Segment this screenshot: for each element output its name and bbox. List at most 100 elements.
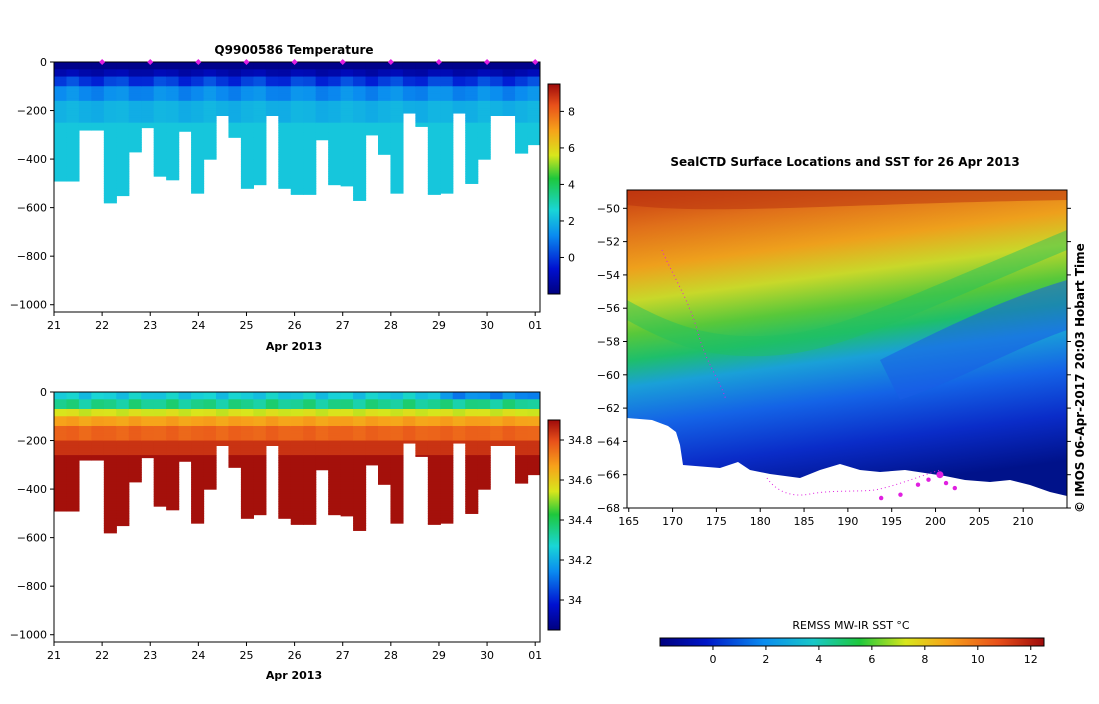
profile-cell (78, 425, 92, 430)
profile-cell (415, 103, 429, 107)
profile-cell (78, 120, 92, 124)
profile-cell (290, 435, 304, 439)
profile-cell (278, 178, 292, 182)
profile-cell (477, 421, 491, 425)
profile-cell (103, 146, 117, 150)
profile-cell (415, 416, 429, 420)
profile-cell (66, 163, 80, 167)
profile-cell (153, 98, 167, 102)
profile-cell (253, 112, 267, 116)
profile-cell (452, 433, 466, 437)
profile-cell (402, 404, 416, 408)
profile-cell (502, 408, 516, 413)
profile-cell (303, 110, 317, 114)
profile-cell (340, 394, 354, 398)
profile-cell (153, 120, 167, 124)
profile-cell (253, 392, 267, 396)
profile-cell (440, 83, 454, 87)
profile-cell (427, 115, 441, 119)
profile-cell (378, 411, 392, 415)
profile-cell (465, 445, 479, 449)
profile-cell (253, 156, 267, 160)
profile-cell (427, 193, 441, 195)
profile-cell (141, 440, 155, 444)
profile-cell (191, 71, 205, 75)
profile-cell (465, 112, 479, 116)
profile-cell (440, 457, 454, 461)
profile-cell (490, 86, 504, 90)
profile-cell (91, 418, 105, 422)
profile-cell (402, 435, 416, 439)
profile-cell (527, 459, 540, 463)
time-tick-label: 25 (239, 319, 253, 332)
profile-cell (228, 112, 242, 116)
profile-cell (340, 469, 354, 473)
profile-cell (141, 442, 155, 446)
profile-column (265, 62, 279, 116)
profile-cell (402, 399, 416, 403)
profile-cell (178, 117, 192, 121)
profile-cell (153, 503, 167, 507)
profile-cell (78, 125, 92, 129)
profile-cell (103, 430, 117, 434)
profile-cell (353, 394, 367, 398)
profile-cell (278, 142, 292, 146)
time-tick-label: 26 (288, 649, 302, 662)
profile-cell (290, 168, 304, 172)
profile-cell (265, 421, 279, 425)
profile-cell (502, 433, 516, 437)
profile-cell (340, 503, 354, 507)
profile-cell (116, 110, 130, 114)
profile-cell (452, 423, 466, 427)
profile-cell (66, 129, 80, 133)
profile-cell (290, 467, 304, 471)
profile-cell (78, 117, 92, 121)
profile-cell (427, 404, 441, 408)
profile-cell (191, 120, 205, 124)
profile-cell (340, 406, 354, 410)
profile-cell (54, 142, 68, 146)
profile-cell (353, 491, 367, 495)
profile-cell (290, 74, 304, 78)
profile-cell (465, 86, 479, 90)
profile-cell (290, 98, 304, 102)
profile-cell (365, 450, 379, 454)
profile-cell (477, 413, 491, 417)
profile-cell (340, 137, 354, 141)
profile-cell (78, 452, 92, 456)
profile-cell (178, 450, 192, 454)
profile-cell (191, 188, 205, 192)
profile-cell (340, 428, 354, 432)
profile-cell (465, 171, 479, 175)
profile-cell (378, 462, 392, 466)
profile-cell (465, 411, 479, 415)
profile-cell (378, 423, 392, 427)
profile-cell (290, 183, 304, 187)
profile-cell (440, 404, 454, 408)
profile-cell (290, 510, 304, 514)
lat-tick-label: −68 (597, 502, 620, 515)
profile-cell (54, 103, 68, 107)
profile-cell (203, 120, 217, 124)
profile-cell (328, 476, 342, 480)
profile-cell (278, 122, 292, 126)
profile-cell (253, 137, 267, 141)
profile-cell (402, 93, 416, 97)
profile-cell (103, 498, 117, 502)
profile-cell (228, 450, 242, 454)
profile-cell (54, 491, 68, 495)
profile-cell (141, 117, 155, 121)
profile-cell (153, 501, 167, 505)
profile-cell (116, 442, 130, 446)
profile-cell (116, 161, 130, 165)
profile-cell (440, 428, 454, 432)
profile-cell (166, 459, 180, 463)
profile-cell (328, 428, 342, 432)
profile-cell (103, 513, 117, 517)
profile-cell (390, 421, 404, 425)
profile-cell (166, 137, 180, 141)
profile-cell (440, 472, 454, 476)
profile-cell (178, 129, 192, 132)
profile-cell (477, 78, 491, 83)
time-tick-label: 23 (143, 649, 157, 662)
